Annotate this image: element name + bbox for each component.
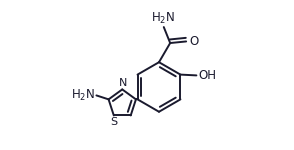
Text: S: S [110,117,117,127]
Text: N: N [119,78,127,88]
Text: H$_2$N: H$_2$N [151,11,175,26]
Text: O: O [190,35,199,48]
Text: OH: OH [198,69,216,82]
Text: H$_2$N: H$_2$N [71,88,95,103]
